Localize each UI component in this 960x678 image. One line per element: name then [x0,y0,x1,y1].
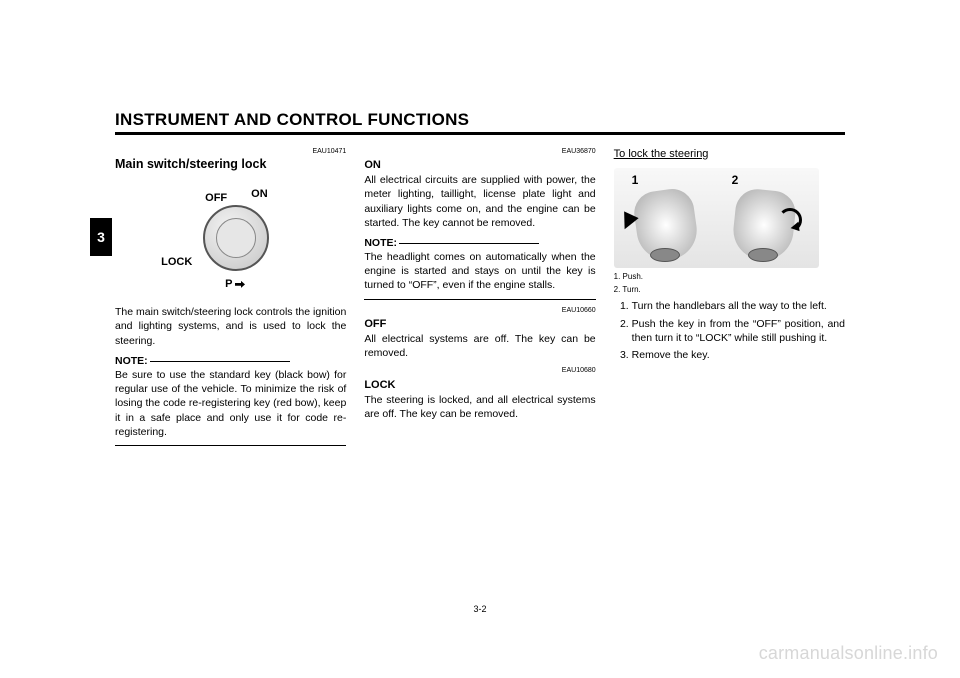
ref-code: EAU10680 [364,366,595,375]
subhead-lock: LOCK [364,378,595,393]
column-3: To lock the steering 1 2 1. Push. 2. Tur… [614,147,845,452]
section-heading-main-switch: Main switch/steering lock [115,156,346,173]
diagram-label-lock: LOCK [161,255,192,270]
ref-code: EAU10660 [364,306,595,315]
diagram-label-p-text: P [225,278,232,290]
ref-code: EAU10471 [115,147,346,156]
note-body: Be sure to use the standard key (black b… [115,368,346,439]
main-switch-diagram: ON OFF LOCK P [153,177,308,297]
lock-body: The steering is locked, and all electric… [364,393,595,421]
subhead-off: OFF [364,317,595,332]
subtitle-lock-steering: To lock the steering [614,147,845,162]
switch-keyhole-icon [216,218,256,258]
watermark: carmanualsonline.info [759,643,938,664]
page-number: 3-2 [0,604,960,614]
column-2: EAU36870 ON All electrical circuits are … [364,147,595,452]
page-content: INSTRUMENT AND CONTROL FUNCTIONS EAU1047… [115,110,845,590]
note-block: NOTE: [364,236,595,250]
note-body: The headlight comes on automatically whe… [364,250,595,293]
steps-list: Turn the handlebars all the way to the l… [614,299,845,362]
lock-steering-illustration: 1 2 [614,168,819,268]
subhead-on: ON [364,158,595,173]
diagram-label-on: ON [251,187,268,202]
illustration-step-1: 1 [632,172,639,188]
list-item: Remove the key. [632,348,845,362]
parking-light-icon [235,281,245,288]
body-text: The main switch/steering lock controls t… [115,305,346,348]
ref-code: EAU36870 [364,147,595,156]
note-rule-icon [399,243,539,244]
list-item: Turn the handlebars all the way to the l… [632,299,845,313]
note-block: NOTE: [115,354,346,368]
chapter-tab: 3 [90,218,112,256]
illustration-legend-1: 1. Push. [614,272,845,283]
note-label: NOTE: [364,236,397,250]
illustration-legend-2: 2. Turn. [614,285,845,296]
note-label: NOTE: [115,354,148,368]
note-end-rule [364,299,595,300]
note-end-rule [115,445,346,446]
off-body: All electrical systems are off. The key … [364,332,595,360]
diagram-label-p: P [225,277,244,292]
note-rule-icon [150,361,290,362]
page-title: INSTRUMENT AND CONTROL FUNCTIONS [115,110,469,129]
column-1: EAU10471 Main switch/steering lock ON OF… [115,147,346,452]
switch-cap-icon [748,248,778,262]
switch-dial-icon [203,205,269,271]
on-body: All electrical circuits are supplied wit… [364,173,595,230]
list-item: Push the key in from the “OFF” position,… [632,317,845,345]
diagram-label-off: OFF [205,191,227,206]
arrow-rotate-icon [778,208,802,232]
illustration-step-2: 2 [732,172,739,188]
switch-cap-icon [650,248,680,262]
page-header: INSTRUMENT AND CONTROL FUNCTIONS [115,110,845,135]
columns: EAU10471 Main switch/steering lock ON OF… [115,147,845,452]
